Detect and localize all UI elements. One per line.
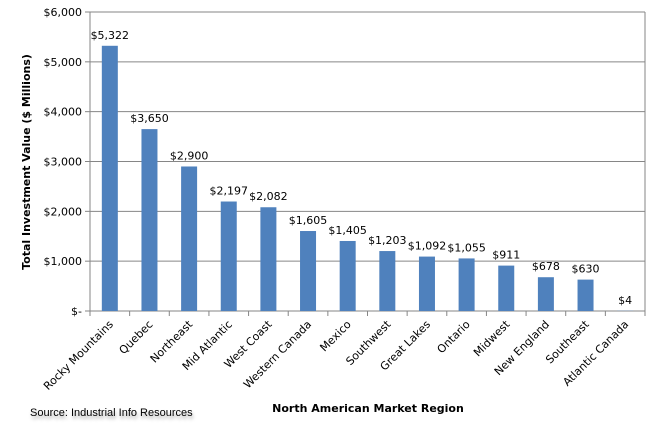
data-label: $1,203 [368, 234, 407, 247]
data-label: $1,405 [328, 224, 367, 237]
data-label: $3,650 [130, 112, 169, 125]
bar [458, 258, 475, 311]
bar [379, 251, 396, 311]
y-axis-title: Total Investment Value ($ Millions) [20, 54, 33, 270]
bar [339, 240, 356, 311]
x-tick-label: Rocky Mountains [41, 318, 116, 393]
data-label: $2,082 [249, 190, 288, 203]
bar [577, 279, 594, 311]
y-tick-label: $2,000 [44, 205, 83, 218]
y-tick-label: $4,000 [44, 106, 83, 119]
x-tick-label: Western Canada [241, 318, 314, 391]
bar [418, 256, 435, 311]
bar [300, 231, 317, 311]
bar [181, 166, 198, 311]
bar [537, 277, 554, 311]
data-label: $1,055 [447, 241, 486, 254]
y-tick-label: $6,000 [44, 6, 83, 19]
y-tick-label: $5,000 [44, 56, 83, 69]
source-note: Source: Industrial Info Resources [30, 407, 193, 419]
bar [220, 201, 237, 311]
x-tick-label: Quebec [117, 318, 156, 357]
x-axis-title: North American Market Region [272, 402, 464, 415]
data-label: $678 [532, 260, 560, 273]
bar [101, 45, 118, 312]
bar [498, 265, 515, 311]
bar [141, 129, 158, 311]
y-tick-label: $1,000 [44, 255, 83, 268]
x-tick-label: Mexico [317, 318, 354, 355]
data-label: $2,197 [210, 185, 249, 198]
x-tick-label: Ontario [435, 318, 473, 356]
y-tick-label: $- [71, 305, 82, 318]
data-label: $911 [492, 249, 520, 262]
data-label: $630 [572, 263, 600, 276]
data-label: $4 [618, 294, 632, 307]
data-label: $1,092 [408, 240, 447, 253]
data-label: $5,322 [91, 29, 130, 42]
data-label: $2,900 [170, 149, 209, 162]
y-tick-label: $3,000 [44, 156, 83, 169]
data-label: $1,605 [289, 214, 328, 227]
bar [260, 207, 277, 311]
